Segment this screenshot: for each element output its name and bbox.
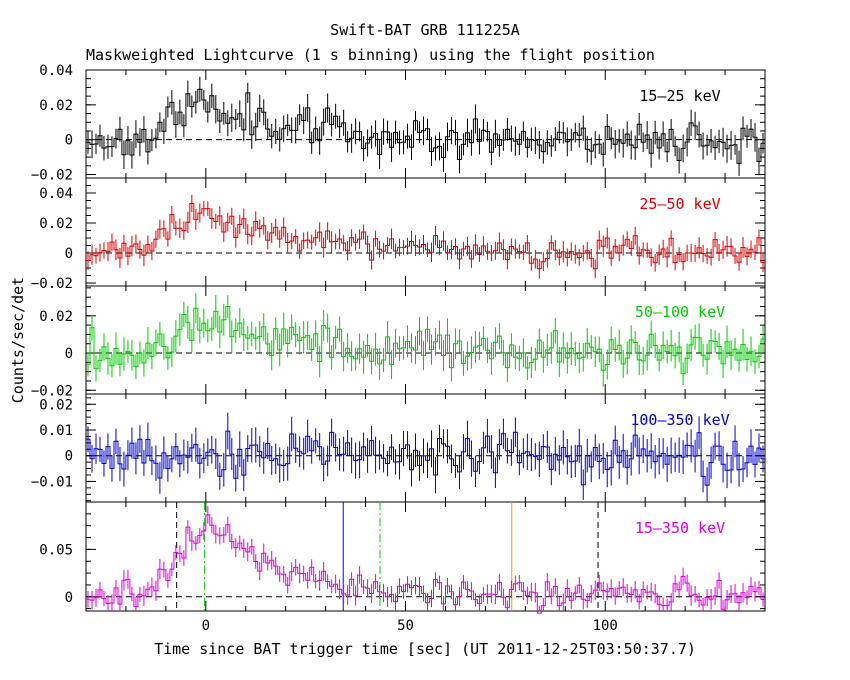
panel-100-350-kev: −0.01 0 0.01 0.02 100–350 keV (31, 393, 766, 503)
chart-title: Swift-BAT GRB 111225A (330, 21, 520, 39)
y-tick-label: 0.04 (39, 186, 73, 202)
y-tick-label: 0 (65, 590, 73, 606)
lightcurve-line (86, 88, 765, 164)
lightcurve-line (86, 514, 765, 614)
panel-15-350-kev: 0 0.05 15–350 keV 0 50 100 (39, 501, 766, 634)
y-tick-label: 0 (65, 246, 73, 262)
panels-group: −0.02 0 0.02 0.04 15–25 keV −0.02 0 0.02 0.04 25–… (31, 63, 766, 634)
panel-25-50-kev: −0.02 0 0.02 0.04 25–50 keV (31, 177, 766, 292)
x-tick-label: 0 (202, 618, 210, 634)
y-tick-label: 0.02 (39, 309, 73, 325)
panel-15-25-kev: −0.02 0 0.02 0.04 15–25 keV (31, 63, 766, 184)
band-label: 15–25 keV (639, 87, 720, 105)
y-axis-label: Counts/sec/det (9, 277, 27, 403)
y-tick-label: 0.02 (39, 216, 73, 232)
y-tick-label: 0.04 (39, 63, 73, 79)
band-label: 15–350 keV (635, 519, 725, 537)
y-tick-label: −0.01 (31, 474, 73, 490)
band-label: 25–50 keV (639, 195, 720, 213)
band-label: 100–350 keV (630, 411, 729, 429)
y-tick-label: 0.05 (39, 542, 73, 558)
chart-subtitle: Maskweighted Lightcurve (1 s binning) us… (86, 46, 655, 64)
panel-frame (85, 501, 766, 612)
x-axis-label: Time since BAT trigger time [sec] (UT 20… (154, 640, 696, 658)
lightcurve-line (86, 430, 765, 486)
band-label: 50–100 keV (635, 303, 725, 321)
lightcurve-line (86, 306, 765, 375)
panel-50-100-kev: −0.02 0 0.02 50–100 keV (31, 285, 766, 399)
y-tick-label: 0 (65, 346, 73, 362)
y-tick-label: 0.02 (39, 98, 73, 114)
y-tick-label: 0.01 (39, 423, 73, 439)
y-tick-label: 0.02 (39, 397, 73, 413)
y-tick-label: −0.02 (31, 168, 73, 184)
x-tick-label: 100 (593, 618, 618, 634)
y-tick-label: 0 (65, 133, 73, 149)
lightcurve-line (86, 203, 765, 270)
y-tick-label: 0 (65, 449, 73, 465)
x-tick-label: 50 (397, 618, 414, 634)
y-tick-label: −0.02 (31, 383, 73, 399)
y-tick-label: −0.02 (31, 276, 73, 292)
